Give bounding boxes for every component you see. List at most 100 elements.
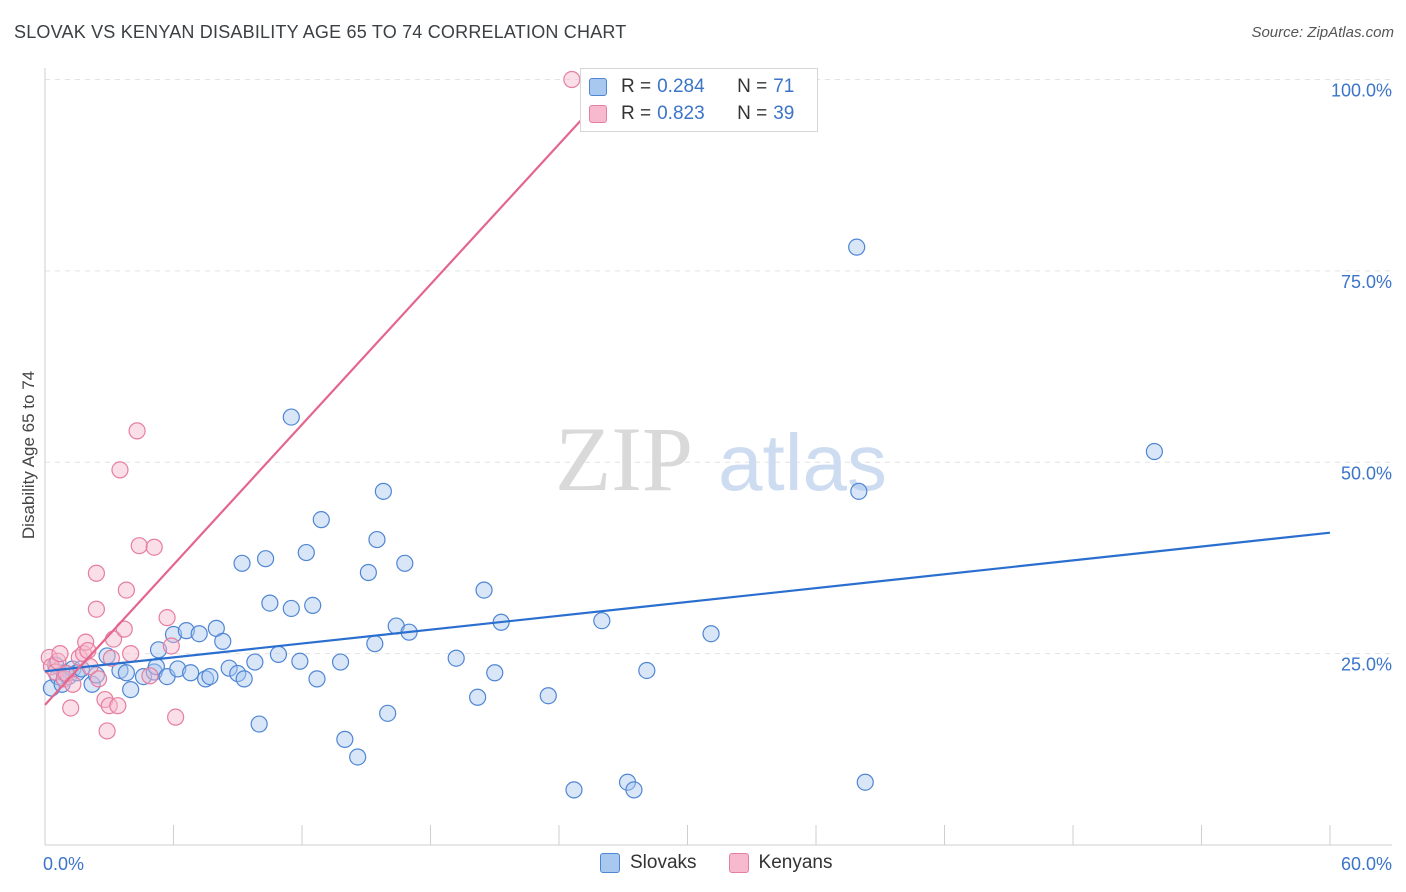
legend-row-slovaks: R = 0.284 N = 71 bbox=[589, 76, 794, 98]
point-slovak bbox=[625, 781, 643, 799]
point-slovak bbox=[177, 622, 195, 640]
grid-lines bbox=[45, 79, 1392, 655]
tick-labels: 25.0% 50.0% 75.0% 100.0% 0.0% 60.0% bbox=[43, 81, 1392, 875]
legend-n-label: N = bbox=[737, 76, 768, 97]
point-kenyan bbox=[162, 637, 180, 655]
point-slovak bbox=[233, 554, 251, 572]
legend-r-value: 0.823 bbox=[657, 103, 705, 124]
point-slovak bbox=[304, 596, 322, 614]
point-slovak bbox=[379, 704, 397, 722]
point-slovak bbox=[349, 748, 367, 766]
point-slovak bbox=[856, 773, 874, 791]
point-slovak bbox=[848, 238, 866, 256]
point-slovak bbox=[190, 625, 208, 643]
point-kenyan bbox=[102, 649, 120, 667]
point-slovak bbox=[359, 563, 377, 582]
point-slovak bbox=[214, 632, 232, 650]
point-kenyan bbox=[51, 645, 69, 663]
legend-row-kenyans: R = 0.823 N = 39 bbox=[589, 103, 794, 125]
point-slovak bbox=[486, 664, 504, 682]
point-slovak bbox=[201, 667, 219, 686]
point-kenyan bbox=[128, 422, 146, 440]
point-kenyan bbox=[115, 620, 133, 638]
point-slovak bbox=[122, 681, 140, 699]
point-kenyan bbox=[111, 461, 129, 479]
point-slovak bbox=[169, 660, 187, 678]
point-slovak bbox=[475, 581, 493, 599]
point-slovak bbox=[220, 659, 238, 677]
point-slovak bbox=[638, 661, 656, 680]
point-slovak bbox=[336, 730, 354, 748]
x-tick-label: 60.0% bbox=[1341, 854, 1392, 874]
point-slovak bbox=[149, 641, 168, 659]
legend-r-value: 0.284 bbox=[657, 76, 705, 97]
point-slovak bbox=[539, 687, 557, 705]
point-slovak bbox=[269, 645, 288, 663]
legend-label-slovaks: Slovaks bbox=[630, 852, 697, 873]
point-slovak bbox=[117, 664, 135, 682]
point-slovak bbox=[374, 482, 392, 500]
legend-swatch-kenyans bbox=[728, 853, 749, 873]
point-kenyan bbox=[122, 645, 140, 663]
trendline-kenyans bbox=[44, 120, 582, 706]
legend-swatch-slovaks bbox=[600, 853, 620, 873]
point-kenyan bbox=[167, 708, 185, 726]
point-kenyan bbox=[141, 667, 159, 685]
watermark: ZIP atlas bbox=[555, 408, 887, 510]
point-slovak bbox=[246, 653, 264, 671]
point-slovak bbox=[261, 594, 279, 612]
legend-item-kenyans: Kenyans bbox=[728, 852, 832, 874]
point-slovak bbox=[396, 554, 414, 572]
source-label: Source: ZipAtlas.com bbox=[1251, 24, 1394, 41]
point-slovak bbox=[366, 635, 384, 653]
point-slovak bbox=[702, 625, 720, 643]
point-slovak bbox=[291, 652, 309, 670]
point-slovak bbox=[182, 664, 200, 682]
point-slovak bbox=[282, 408, 300, 426]
point-slovak bbox=[297, 543, 315, 562]
point-kenyan bbox=[89, 670, 108, 688]
point-slovak bbox=[850, 482, 868, 500]
point-slovak bbox=[469, 688, 487, 706]
point-slovak bbox=[134, 667, 153, 686]
legend-item-slovaks: Slovaks bbox=[600, 852, 697, 874]
trendlines bbox=[44, 120, 1331, 706]
point-kenyan bbox=[62, 699, 80, 717]
point-kenyan bbox=[98, 722, 116, 740]
legend-r-label: R = bbox=[621, 103, 652, 124]
point-slovak bbox=[235, 670, 253, 688]
legend-n-value: 39 bbox=[773, 103, 795, 124]
trendline-slovaks bbox=[44, 531, 1331, 673]
point-kenyan bbox=[87, 564, 106, 582]
point-slovak bbox=[447, 649, 465, 667]
point-slovak bbox=[308, 670, 326, 688]
legend-swatch-kenyans bbox=[589, 105, 607, 123]
legend-swatch-slovaks bbox=[589, 78, 607, 96]
chart-title: SLOVAK VS KENYAN DISABILITY AGE 65 TO 74… bbox=[14, 22, 627, 42]
correlation-legend: R = 0.284 N = 71 R = 0.823 N = 39 bbox=[580, 68, 818, 132]
legend-n-value: 71 bbox=[773, 76, 795, 97]
point-slovak bbox=[565, 781, 583, 799]
axes bbox=[44, 68, 1392, 846]
y-tick-label: 50.0% bbox=[1341, 463, 1392, 483]
x-tick-label: 0.0% bbox=[43, 854, 84, 874]
y-tick-label: 25.0% bbox=[1341, 655, 1392, 675]
point-kenyan bbox=[64, 675, 82, 693]
watermark-atlas: atlas bbox=[718, 418, 887, 507]
y-tick-label: 75.0% bbox=[1341, 272, 1392, 292]
series-legend: Slovaks Kenyans bbox=[600, 852, 864, 874]
point-slovak bbox=[1145, 442, 1163, 461]
y-tick-label: 100.0% bbox=[1331, 81, 1392, 101]
series-slovaks bbox=[42, 238, 1163, 799]
point-kenyan bbox=[117, 581, 135, 599]
point-slovak bbox=[256, 550, 275, 568]
point-slovak bbox=[250, 715, 268, 733]
point-slovak bbox=[282, 599, 300, 618]
point-slovak bbox=[593, 612, 611, 630]
point-kenyan bbox=[145, 538, 163, 556]
watermark-zip: ZIP bbox=[555, 408, 693, 510]
point-kenyan bbox=[87, 600, 106, 618]
series-kenyans bbox=[40, 70, 581, 740]
point-slovak bbox=[312, 511, 330, 529]
